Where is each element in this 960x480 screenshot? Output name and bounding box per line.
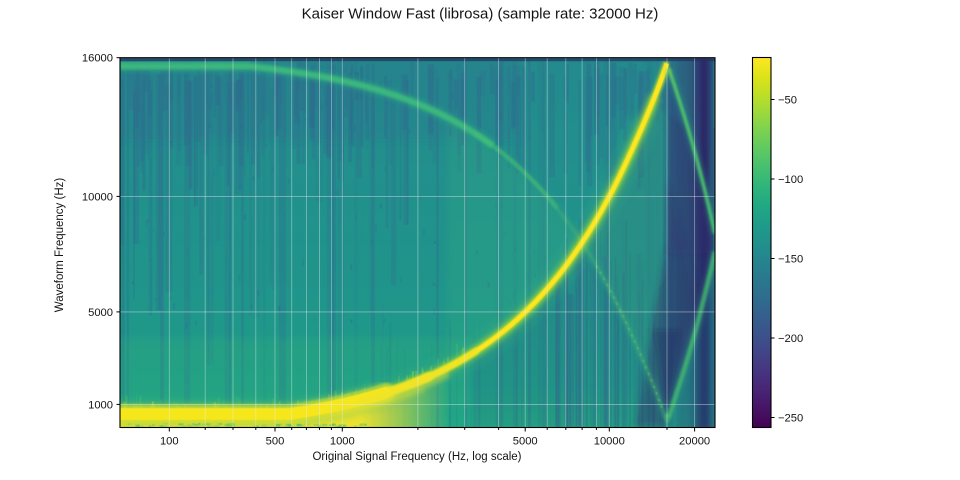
svg-text:1000: 1000 xyxy=(330,436,355,448)
svg-text:Waveform Frequency (Hz): Waveform Frequency (Hz) xyxy=(54,178,66,313)
svg-text:1000: 1000 xyxy=(88,399,113,411)
svg-text:20000: 20000 xyxy=(679,436,710,448)
svg-text:−100: −100 xyxy=(778,174,803,186)
svg-text:Kaiser Window Fast (librosa) (: Kaiser Window Fast (librosa) (sample rat… xyxy=(302,6,659,23)
svg-text:16000: 16000 xyxy=(82,53,113,65)
svg-text:−150: −150 xyxy=(778,254,803,266)
svg-text:10000: 10000 xyxy=(82,191,113,203)
svg-text:Original Signal Frequency (Hz,: Original Signal Frequency (Hz, log scale… xyxy=(312,451,521,463)
svg-text:10000: 10000 xyxy=(594,436,625,448)
svg-text:5000: 5000 xyxy=(88,307,113,319)
svg-text:−200: −200 xyxy=(778,333,803,345)
svg-text:100: 100 xyxy=(160,436,179,448)
svg-text:5000: 5000 xyxy=(513,436,538,448)
svg-text:500: 500 xyxy=(266,436,285,448)
svg-text:−50: −50 xyxy=(778,95,797,107)
svg-text:−250: −250 xyxy=(778,413,803,425)
